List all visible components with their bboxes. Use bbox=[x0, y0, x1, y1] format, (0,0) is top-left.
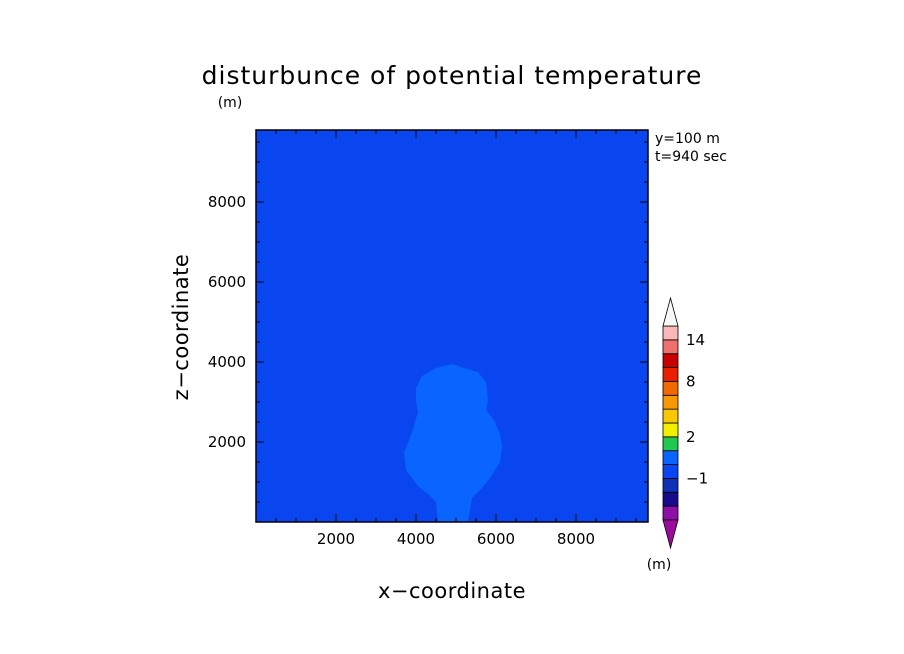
annotation-y: y=100 m bbox=[655, 131, 720, 147]
colorbar-under-triangle bbox=[662, 519, 679, 550]
colorbar-unit-label: (m) bbox=[647, 557, 672, 573]
chart-title: disturbunce of potential temperature bbox=[202, 61, 703, 90]
colorbar-segment bbox=[662, 436, 679, 452]
colorbar-label: 8 bbox=[686, 372, 696, 390]
colorbar-label: 2 bbox=[686, 428, 696, 446]
colorbar-label: −1 bbox=[686, 469, 708, 487]
colorbar-segment bbox=[662, 505, 679, 521]
x-axis-label: x−coordinate bbox=[378, 579, 526, 603]
colorbar-segment bbox=[662, 408, 679, 424]
x-tick-label: 4000 bbox=[397, 530, 435, 548]
colorbar-segment bbox=[662, 491, 679, 507]
y-axis-label: z−coordinate bbox=[169, 254, 193, 401]
y-tick-label: 4000 bbox=[208, 353, 246, 371]
colorbar-label: 14 bbox=[686, 331, 705, 349]
colorbar-over-triangle bbox=[662, 296, 679, 327]
colorbar-segment bbox=[662, 478, 679, 493]
colorbar-segment bbox=[662, 450, 679, 465]
colorbar-segment bbox=[662, 367, 679, 382]
plot-frame bbox=[255, 129, 649, 523]
anomaly-region bbox=[404, 364, 502, 522]
y-tick-label: 8000 bbox=[208, 193, 246, 211]
colorbar-segment bbox=[662, 394, 679, 410]
colorbar-segment bbox=[662, 381, 679, 396]
colorbar-segment bbox=[662, 339, 679, 355]
x-tick-label: 6000 bbox=[477, 530, 515, 548]
colorbar-segment bbox=[662, 325, 679, 341]
annotation-t: t=940 sec bbox=[655, 149, 727, 165]
x-tick-label: 2000 bbox=[317, 530, 355, 548]
unit-label: (m) bbox=[218, 95, 243, 111]
colorbar-segment bbox=[662, 353, 679, 368]
y-tick-label: 6000 bbox=[208, 273, 246, 291]
colorbar-segment bbox=[662, 422, 679, 438]
colorbar-segment bbox=[662, 464, 679, 479]
x-tick-label: 8000 bbox=[557, 530, 595, 548]
y-tick-label: 2000 bbox=[208, 433, 246, 451]
